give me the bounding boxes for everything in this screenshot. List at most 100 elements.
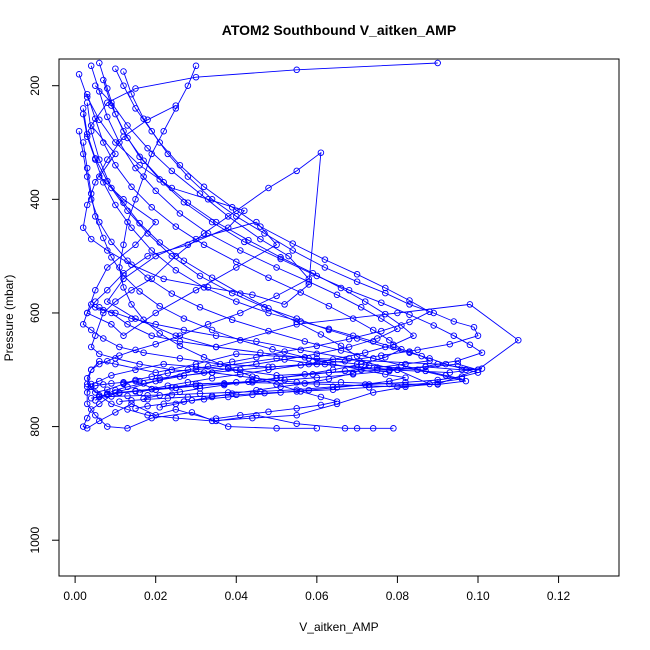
data-point [317,401,325,409]
data-point [75,127,83,135]
data-point [402,360,409,368]
data-point [132,346,139,354]
series-line [86,94,403,400]
data-point [184,199,192,206]
data-point [426,380,433,388]
data-point [112,110,119,118]
data-point [353,425,361,432]
data-point [357,304,365,311]
data-point [148,150,155,158]
data-point [128,301,135,308]
data-point [237,336,244,344]
data-point [148,385,155,393]
data-point [140,157,147,164]
data-point [430,309,437,317]
data-point [83,173,91,180]
data-point [253,354,260,361]
series-line [86,102,479,398]
data-point [168,252,176,260]
data-point [402,374,409,381]
data-point [148,332,155,339]
data-point [277,254,284,261]
data-point [212,332,220,339]
data-point [176,332,184,339]
data-point [378,315,385,322]
data-point [148,247,155,254]
data-point [136,153,143,160]
data-point [470,323,478,331]
data-point [196,385,204,392]
y-tick-label: 800 [28,416,42,436]
data-point [128,315,135,322]
data-point [297,289,304,296]
data-point [176,388,184,396]
data-point [204,230,212,237]
data-point [132,85,139,92]
data-point [168,167,176,175]
data-point [152,340,159,348]
data-point [204,321,212,328]
data-point [265,184,272,192]
data-point [289,240,296,247]
data-point [96,393,103,401]
data-point [104,423,111,430]
data-point [172,414,180,422]
data-point [265,408,272,416]
data-point [87,383,95,391]
data-point [261,230,268,237]
y-tick-label: 600 [28,303,42,323]
data-point [249,373,256,380]
y-tick-label: 400 [28,189,42,209]
data-point [100,381,107,388]
data-point [132,366,139,374]
data-point [192,73,200,81]
data-point [108,238,115,246]
plot-area [75,59,522,432]
data-point [156,330,163,337]
data-point [108,321,115,328]
series-6 [83,99,482,401]
data-point [273,425,280,432]
data-point [79,321,87,328]
x-axis-title: V_aitken_AMP [299,620,378,634]
data-point [112,150,119,158]
data-point [374,364,381,371]
data-point [83,164,91,172]
series-line [86,68,479,393]
data-point [104,85,111,92]
data-point [92,411,99,419]
data-point [245,378,252,385]
data-point [257,235,264,243]
data-point [108,254,115,261]
data-point [253,360,260,368]
data-point [200,241,208,249]
data-point [156,404,163,411]
data-point [75,71,83,78]
data-point [112,65,119,72]
data-point [353,278,361,285]
data-point [478,365,486,372]
data-point [87,406,95,413]
data-point [176,342,184,350]
data-point [245,236,252,244]
data-point [233,298,240,305]
data-point [374,335,381,342]
data-point [466,301,474,308]
data-point [92,286,99,294]
data-point [410,332,417,339]
data-point [128,90,135,98]
x-tick-label: 0.06 [305,589,329,603]
data-point [124,383,131,391]
data-point [281,301,288,308]
data-point [96,400,103,408]
data-point [204,284,212,291]
data-point [233,350,240,358]
data-point [273,264,280,271]
data-point [196,272,204,280]
data-point [87,326,95,334]
data-point [269,346,276,353]
data-point [164,394,172,402]
data-point [349,369,357,377]
data-point [184,173,192,180]
